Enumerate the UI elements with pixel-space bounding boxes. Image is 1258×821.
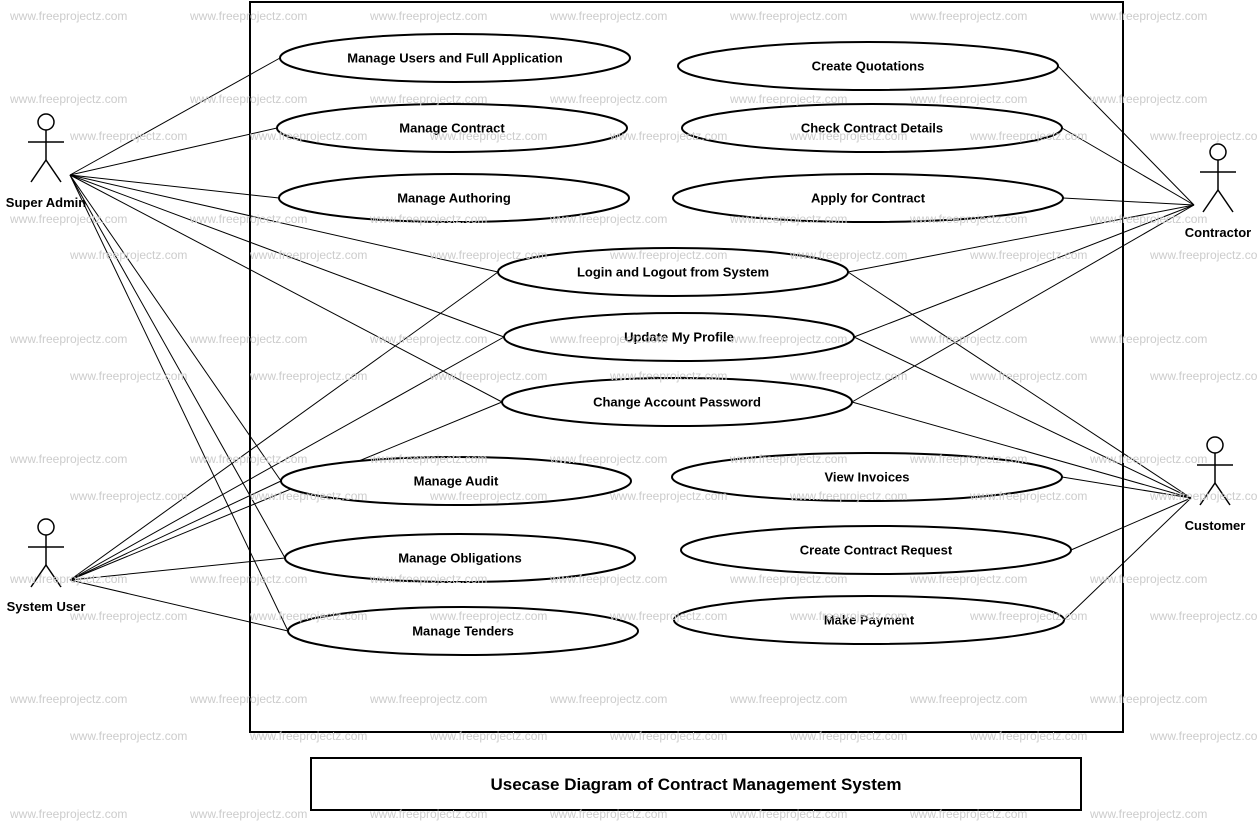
- actor-system_user: [28, 519, 64, 587]
- actor-label: System User: [7, 599, 86, 614]
- edge: [854, 205, 1194, 337]
- edge: [1062, 128, 1194, 205]
- usecase-diagram: Manage Users and Full Application Manage …: [0, 0, 1258, 819]
- usecase-label: Create Contract Request: [800, 542, 953, 557]
- usecase-label: Create Quotations: [812, 58, 925, 73]
- usecase-label: Apply for Contract: [811, 190, 926, 205]
- edge: [70, 580, 288, 631]
- usecase-label: Manage Users and Full Application: [347, 50, 563, 65]
- actor-customer: [1197, 437, 1233, 505]
- usecase-label: Login and Logout from System: [577, 264, 769, 279]
- usecase-label: Manage Authoring: [397, 190, 511, 205]
- edge: [70, 175, 285, 558]
- edge: [1071, 498, 1191, 550]
- usecase-label: View Invoices: [824, 469, 909, 484]
- usecase-label: Change Account Password: [593, 394, 761, 409]
- usecase-label: Check Contract Details: [801, 120, 943, 135]
- edge: [70, 128, 277, 175]
- edge: [70, 58, 280, 175]
- actor-contractor: [1200, 144, 1236, 212]
- usecase-label: Manage Contract: [399, 120, 505, 135]
- edge: [70, 175, 288, 631]
- actor-label: Super Admin: [6, 195, 86, 210]
- usecase-label: Manage Tenders: [412, 623, 514, 638]
- usecase-label: Make Payment: [824, 612, 915, 627]
- usecase-label: Manage Audit: [414, 473, 499, 488]
- edge: [70, 558, 285, 580]
- edge: [1063, 198, 1194, 205]
- usecase-label: Update My Profile: [624, 329, 734, 344]
- edge: [1058, 66, 1194, 205]
- actor-label: Contractor: [1185, 225, 1251, 240]
- actor-super_admin: [28, 114, 64, 182]
- edge: [852, 205, 1194, 402]
- edge: [1064, 498, 1191, 620]
- diagram-title: Usecase Diagram of Contract Management S…: [491, 775, 902, 794]
- actor-label: Customer: [1185, 518, 1246, 533]
- usecase-label: Manage Obligations: [398, 550, 522, 565]
